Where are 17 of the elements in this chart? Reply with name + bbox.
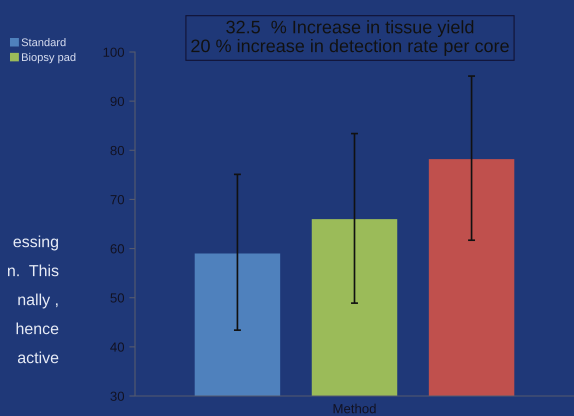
y-tick-label: 30 bbox=[110, 392, 124, 401]
legend-label: Standard bbox=[22, 38, 66, 46]
text: n. This bbox=[8, 264, 58, 276]
y-tick-label: 90 bbox=[110, 96, 124, 106]
x-axis-title: Method bbox=[334, 404, 376, 414]
chart-title: 32.5 % Increase in tissue yield 20 % increase in detection rate per core bbox=[191, 20, 509, 56]
y-tick-label: 100 bbox=[104, 48, 124, 57]
y-tick-label: 50 bbox=[110, 293, 124, 303]
legend-label: Biopsy pad bbox=[22, 52, 76, 64]
y-tick-label: 40 bbox=[110, 342, 124, 352]
text: essing bbox=[14, 236, 58, 250]
text: nally , bbox=[18, 294, 58, 308]
text: active bbox=[18, 352, 58, 364]
y-tick-label: 80 bbox=[110, 146, 124, 156]
y-tick-label: 60 bbox=[110, 244, 124, 254]
y-tick-label: 70 bbox=[110, 194, 124, 204]
text: hence bbox=[16, 322, 58, 334]
